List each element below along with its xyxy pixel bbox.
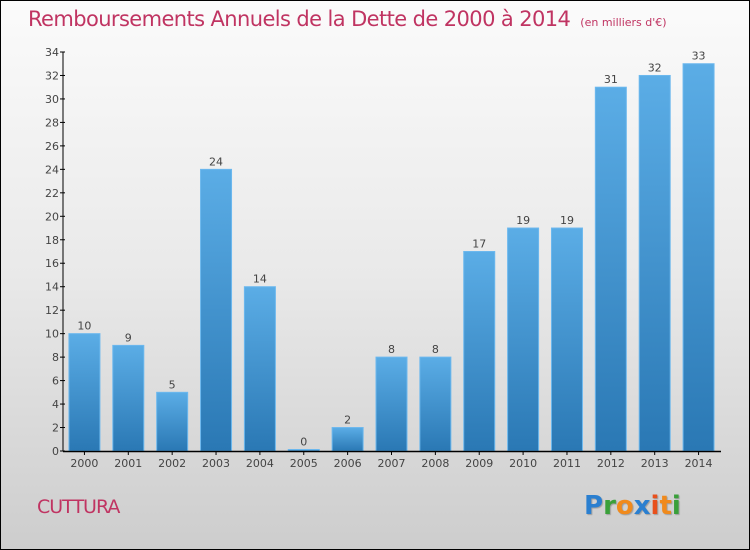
x-tick-label-2004: 2004 [246,457,274,470]
y-tick-label: 28 [45,116,59,129]
y-tick-label: 4 [52,398,59,411]
x-tick-label-2002: 2002 [158,457,186,470]
value-label-2013: 32 [648,61,662,74]
y-tick-label: 12 [45,304,59,317]
bar-2011[interactable] [550,227,583,452]
logo-letter: i [671,491,681,521]
logo-letter: P [584,491,604,521]
y-tick-label: 0 [52,445,59,458]
y-tick-label: 6 [52,375,59,388]
y-tick-label: 14 [45,281,59,294]
logo-letter: i [650,491,660,521]
bar-2003[interactable] [200,168,233,452]
x-tick-label-2000: 2000 [70,457,98,470]
x-tick-label-2006: 2006 [334,457,362,470]
x-tick-label-2012: 2012 [597,457,625,470]
bar-2004[interactable] [243,286,276,452]
logo-letter: r [603,491,616,521]
value-label-2004: 14 [253,273,267,286]
y-tick-label: 8 [52,351,59,364]
labels-group: 10 2000 9 2001 5 2002 24 2003 14 2004 0 2005 2 2006 8 2… [70,50,712,470]
value-label-2007: 8 [388,343,395,356]
bar-2000[interactable] [68,333,101,452]
x-tick-label-2013: 2013 [641,457,669,470]
bar-2009[interactable] [463,251,496,452]
x-tick-label-2009: 2009 [465,457,493,470]
y-tick-label: 24 [45,163,59,176]
bar-2008[interactable] [419,356,452,452]
x-tick-label-2005: 2005 [290,457,318,470]
proxiti-logo[interactable]: Proxiti [584,491,681,521]
value-label-2003: 24 [209,155,223,168]
y-tick-label: 34 [45,46,59,59]
y-tick-label: 20 [45,210,59,223]
value-label-2010: 19 [516,214,530,227]
bar-2010[interactable] [507,227,540,452]
y-tick-label: 30 [45,93,59,106]
y-tick-label: 32 [45,69,59,82]
bar-2002[interactable] [156,391,189,452]
y-tick-label: 18 [45,234,59,247]
bar-2007[interactable] [375,356,408,452]
value-label-2001: 9 [125,331,132,344]
commune-name: CUTTURA [37,496,120,518]
value-label-2006: 2 [344,414,351,427]
chart-title-text: Remboursements Annuels de la Dette de 20… [28,7,571,31]
bar-2013[interactable] [638,74,671,452]
logo-letter: x [633,491,651,521]
value-label-2009: 17 [472,238,486,251]
bar-2006[interactable] [331,427,364,452]
bars-group [68,63,715,452]
y-tick-label: 16 [45,257,59,270]
value-label-2002: 5 [169,378,176,391]
x-tick-label-2007: 2007 [378,457,406,470]
bar-2012[interactable] [594,86,627,452]
x-tick-label-2001: 2001 [114,457,142,470]
chart-unit: (en milliers d'€) [580,16,667,29]
y-tick-label: 2 [52,422,59,435]
value-label-2000: 10 [77,320,91,333]
value-label-2011: 19 [560,214,574,227]
bar-2001[interactable] [112,344,145,452]
x-tick-label-2010: 2010 [509,457,537,470]
bar-2014[interactable] [682,63,715,452]
logo-letter: o [615,491,634,521]
value-label-2012: 31 [604,73,618,86]
y-tick-label: 10 [45,328,59,341]
x-tick-label-2008: 2008 [421,457,449,470]
x-tick-label-2011: 2011 [553,457,581,470]
chart-title: Remboursements Annuels de la Dette de 20… [28,7,667,31]
y-tick-label: 22 [45,187,59,200]
x-tick-label-2014: 2014 [685,457,713,470]
y-tick-label: 26 [45,140,59,153]
value-label-2008: 8 [432,343,439,356]
value-label-2005: 0 [300,436,307,449]
value-label-2014: 33 [692,50,706,63]
logo-letter: t [659,491,672,521]
x-tick-label-2003: 2003 [202,457,230,470]
